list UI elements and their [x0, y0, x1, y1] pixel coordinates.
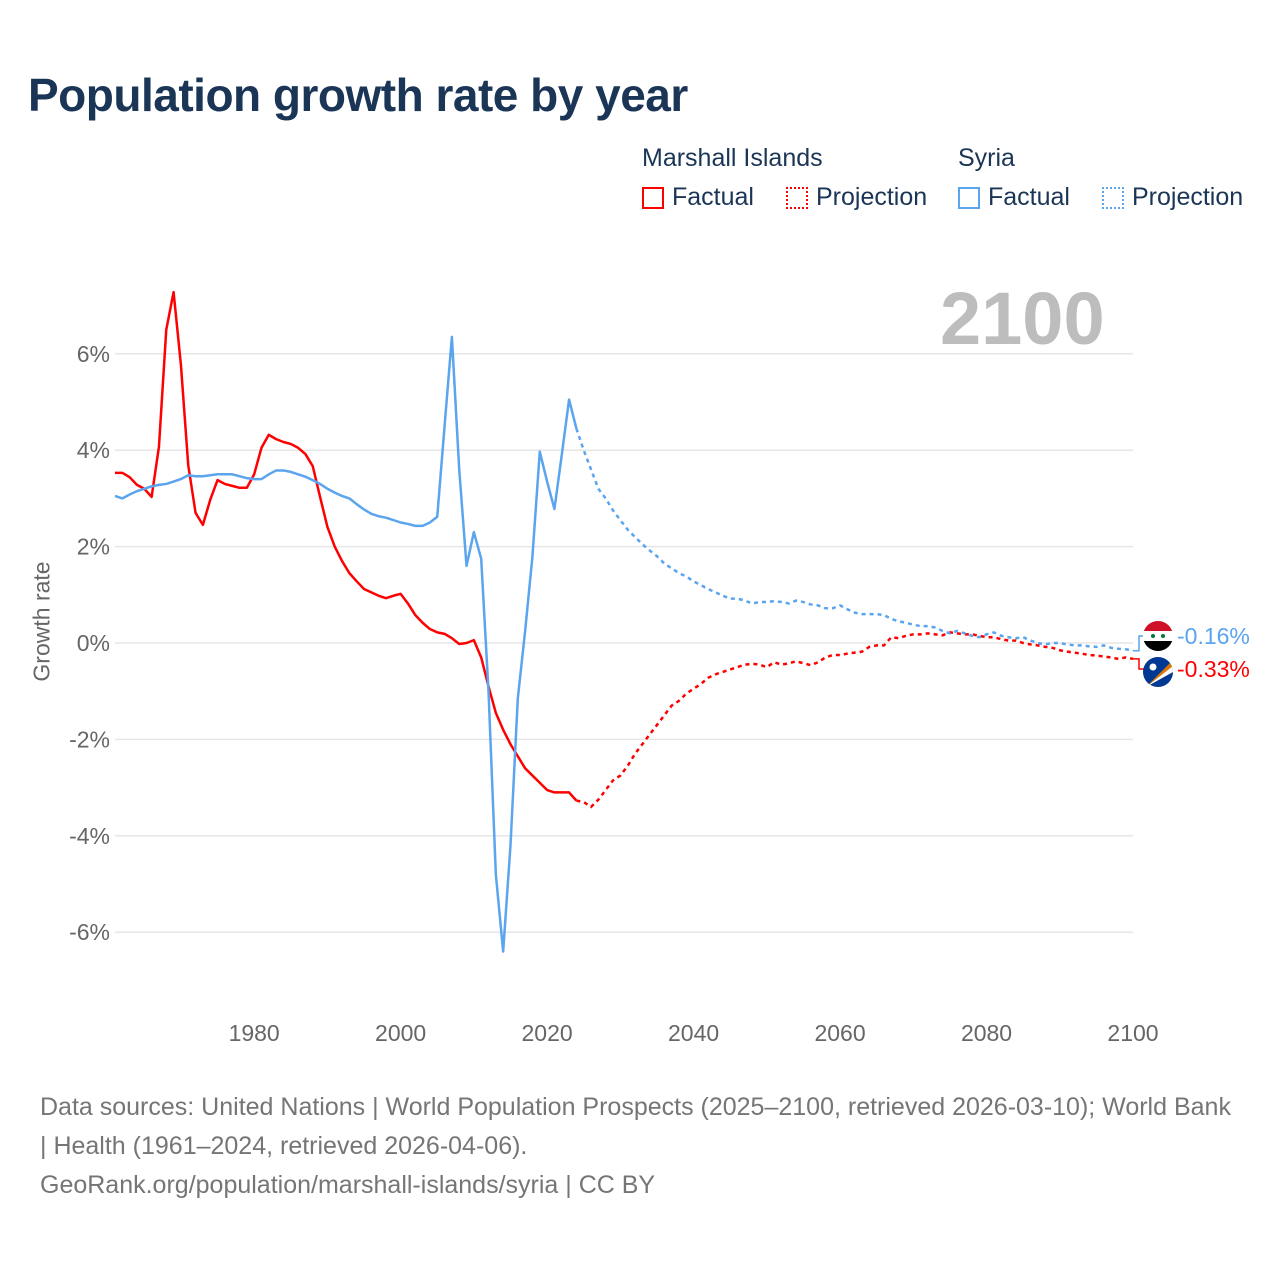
footer: Data sources: United Nations | World Pop… — [40, 1088, 1240, 1205]
syria-projection-line — [575, 428, 1134, 652]
data-sources-text: Data sources: United Nations | World Pop… — [40, 1093, 1231, 1160]
legend-syria: Syria Factual Projection — [958, 144, 1243, 212]
label-connector — [1133, 658, 1145, 670]
legend-projection-label[interactable]: Projection — [815, 183, 928, 211]
legend-factual-label[interactable]: Factual — [988, 183, 1070, 211]
legend-group-name: Syria — [958, 144, 1015, 172]
legend-factual-label[interactable]: Factual — [672, 183, 754, 211]
end-value-label: -0.33% — [1177, 656, 1250, 682]
projection-swatch-icon — [1101, 186, 1124, 209]
y-tick-label: 2% — [77, 534, 110, 560]
y-tick-label: -4% — [69, 823, 110, 849]
y-tick-label: -2% — [69, 726, 110, 752]
legend-marshall-islands: Marshall Islands Factual Projection — [642, 144, 927, 212]
y-tick-label: 4% — [77, 437, 110, 463]
x-tick-label: 2000 — [375, 1020, 426, 1046]
marshall-islands-factual-line — [115, 290, 578, 802]
factual-swatch-icon — [958, 186, 980, 209]
y-tick-label: 6% — [77, 341, 110, 367]
legend-projection-label[interactable]: Projection — [1131, 183, 1244, 211]
syria-flag-icon — [1143, 621, 1173, 651]
y-tick-label: 0% — [77, 630, 110, 656]
x-tick-label: 2080 — [961, 1020, 1012, 1046]
x-tick-label: 2100 — [1107, 1020, 1158, 1046]
legend-group-name: Marshall Islands — [642, 144, 823, 172]
chart-title: Population growth rate by year — [28, 69, 688, 121]
x-tick-label: 1980 — [229, 1020, 280, 1046]
source-link[interactable]: GeoRank.org/population/marshall-islands/… — [40, 1171, 656, 1199]
projection-swatch-icon — [785, 186, 808, 209]
year-display: 2100 — [940, 277, 1105, 360]
x-tick-label: 2040 — [668, 1020, 719, 1046]
y-tick-label: -6% — [69, 919, 110, 945]
marshall-islands-projection-line — [576, 631, 1134, 809]
x-tick-label: 2020 — [522, 1020, 573, 1046]
label-connector — [1133, 635, 1145, 652]
marshall-islands-flag-icon — [1143, 657, 1173, 687]
syria-factual-line — [114, 335, 578, 953]
x-tick-label: 2060 — [814, 1020, 865, 1046]
end-value-label: -0.16% — [1177, 623, 1250, 649]
factual-swatch-icon — [642, 186, 664, 209]
